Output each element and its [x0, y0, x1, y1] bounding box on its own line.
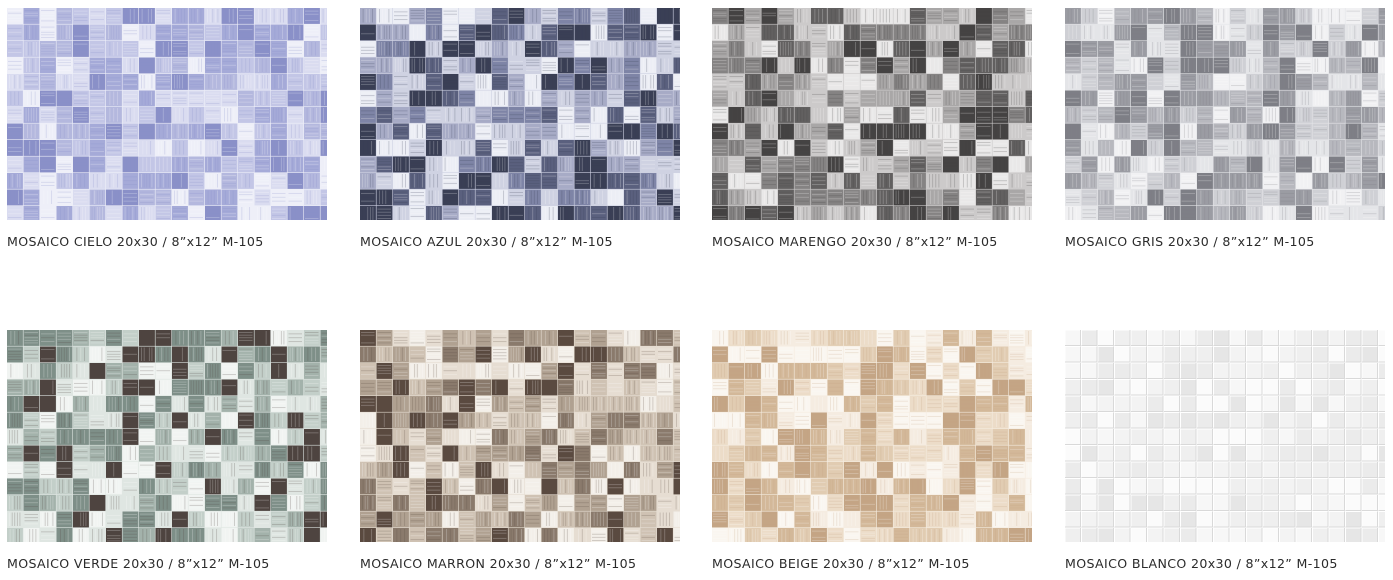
- tile-swatch-marron[interactable]: [360, 330, 680, 542]
- mosaic-pattern: [1065, 330, 1385, 542]
- tile-caption-marengo: MOSAICO MARENGO 20x30 / 8”x12” M-105: [712, 234, 998, 249]
- mosaic-pattern: [360, 330, 680, 542]
- tile-swatch-verde[interactable]: [7, 330, 327, 542]
- tile-swatch-blanco[interactable]: [1065, 330, 1385, 542]
- tile-card-azul[interactable]: MOSAICO AZUL 20x30 / 8”x12” M-105: [360, 8, 680, 249]
- mosaic-pattern: [7, 330, 327, 542]
- tile-swatch-azul[interactable]: [360, 8, 680, 220]
- tile-caption-gris: MOSAICO GRIS 20x30 / 8”x12” M-105: [1065, 234, 1315, 249]
- tile-caption-cielo: MOSAICO CIELO 20x30 / 8”x12” M-105: [7, 234, 264, 249]
- tile-card-marron[interactable]: MOSAICO MARRON 20x30 / 8”x12” M-105: [360, 330, 680, 571]
- tile-swatch-cielo[interactable]: [7, 8, 327, 220]
- tile-card-marengo[interactable]: MOSAICO MARENGO 20x30 / 8”x12” M-105: [712, 8, 1032, 249]
- tile-caption-azul: MOSAICO AZUL 20x30 / 8”x12” M-105: [360, 234, 613, 249]
- tile-swatch-gris[interactable]: [1065, 8, 1385, 220]
- tile-card-cielo[interactable]: MOSAICO CIELO 20x30 / 8”x12” M-105: [7, 8, 327, 249]
- tile-caption-verde: MOSAICO VERDE 20x30 / 8”x12” M-105: [7, 556, 270, 571]
- tile-card-verde[interactable]: MOSAICO VERDE 20x30 / 8”x12” M-105: [7, 330, 327, 571]
- tile-caption-blanco: MOSAICO BLANCO 20x30 / 8”x12” M-105: [1065, 556, 1338, 571]
- mosaic-pattern: [7, 8, 327, 220]
- tile-swatch-marengo[interactable]: [712, 8, 1032, 220]
- tile-swatch-beige[interactable]: [712, 330, 1032, 542]
- mosaic-pattern: [712, 330, 1032, 542]
- tile-caption-marron: MOSAICO MARRON 20x30 / 8”x12” M-105: [360, 556, 637, 571]
- tile-card-blanco[interactable]: MOSAICO BLANCO 20x30 / 8”x12” M-105: [1065, 330, 1385, 571]
- mosaic-pattern: [360, 8, 680, 220]
- tile-card-beige[interactable]: MOSAICO BEIGE 20x30 / 8”x12” M-105: [712, 330, 1032, 571]
- mosaic-pattern: [1065, 8, 1385, 220]
- mosaic-pattern: [712, 8, 1032, 220]
- tile-caption-beige: MOSAICO BEIGE 20x30 / 8”x12” M-105: [712, 556, 970, 571]
- tile-card-gris[interactable]: MOSAICO GRIS 20x30 / 8”x12” M-105: [1065, 8, 1385, 249]
